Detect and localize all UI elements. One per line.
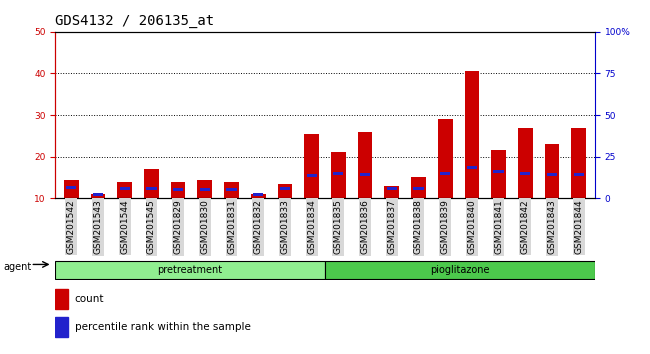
FancyBboxPatch shape [55,261,325,279]
Bar [304,134,319,240]
Text: pioglitazone: pioglitazone [430,265,489,275]
Bar [413,187,424,190]
Text: GSM201843: GSM201843 [547,200,556,254]
Bar [198,179,212,240]
Text: pretreatment: pretreatment [157,265,223,275]
Bar [331,153,346,240]
Bar [171,182,185,240]
Text: GSM201543: GSM201543 [94,200,103,254]
Bar [251,194,266,240]
Text: GSM201834: GSM201834 [307,200,316,254]
Text: GSM201544: GSM201544 [120,200,129,254]
Bar [384,186,399,240]
Text: GSM201839: GSM201839 [441,200,450,255]
Bar [253,193,263,195]
Bar [411,177,426,240]
Bar [545,144,560,240]
Text: GSM201842: GSM201842 [521,200,530,254]
Bar [358,132,372,240]
Text: GSM201837: GSM201837 [387,200,396,255]
Text: GSM201831: GSM201831 [227,200,236,255]
Text: GSM201829: GSM201829 [174,200,183,254]
Bar [173,188,183,190]
Bar [547,173,557,176]
Text: agent: agent [3,262,31,272]
Bar [280,187,290,190]
Bar [520,172,530,175]
Bar [440,172,450,175]
Bar [465,72,479,240]
Bar [438,119,452,240]
Bar [146,187,157,190]
Bar [55,289,68,309]
Text: GSM201844: GSM201844 [574,200,583,254]
Bar [467,166,477,169]
Text: GSM201835: GSM201835 [334,200,343,255]
Bar [387,187,397,190]
Bar [571,127,586,240]
Text: GSM201841: GSM201841 [494,200,503,254]
Bar [226,188,237,190]
Bar [55,317,68,337]
Bar [491,150,506,240]
Bar [493,170,504,173]
Bar [200,188,210,190]
Bar [120,187,130,190]
Bar [333,172,343,175]
Bar [66,186,77,189]
Text: GSM201840: GSM201840 [467,200,476,254]
Text: GSM201830: GSM201830 [200,200,209,255]
Text: GDS4132 / 206135_at: GDS4132 / 206135_at [55,14,214,28]
Text: GSM201545: GSM201545 [147,200,156,254]
Bar [518,127,532,240]
Text: GSM201838: GSM201838 [414,200,423,255]
Bar [573,173,584,176]
Text: GSM201542: GSM201542 [67,200,76,254]
Bar [307,174,317,177]
Bar [224,182,239,240]
FancyBboxPatch shape [325,261,595,279]
Text: GSM201836: GSM201836 [361,200,370,255]
Text: percentile rank within the sample: percentile rank within the sample [75,322,251,332]
Text: count: count [75,294,104,304]
Bar [90,194,105,240]
Bar [93,193,103,195]
Text: GSM201833: GSM201833 [280,200,289,255]
Bar [360,173,370,176]
Bar [118,182,132,240]
Text: GSM201832: GSM201832 [254,200,263,254]
Bar [144,169,159,240]
Bar [64,179,79,240]
Bar [278,184,292,240]
